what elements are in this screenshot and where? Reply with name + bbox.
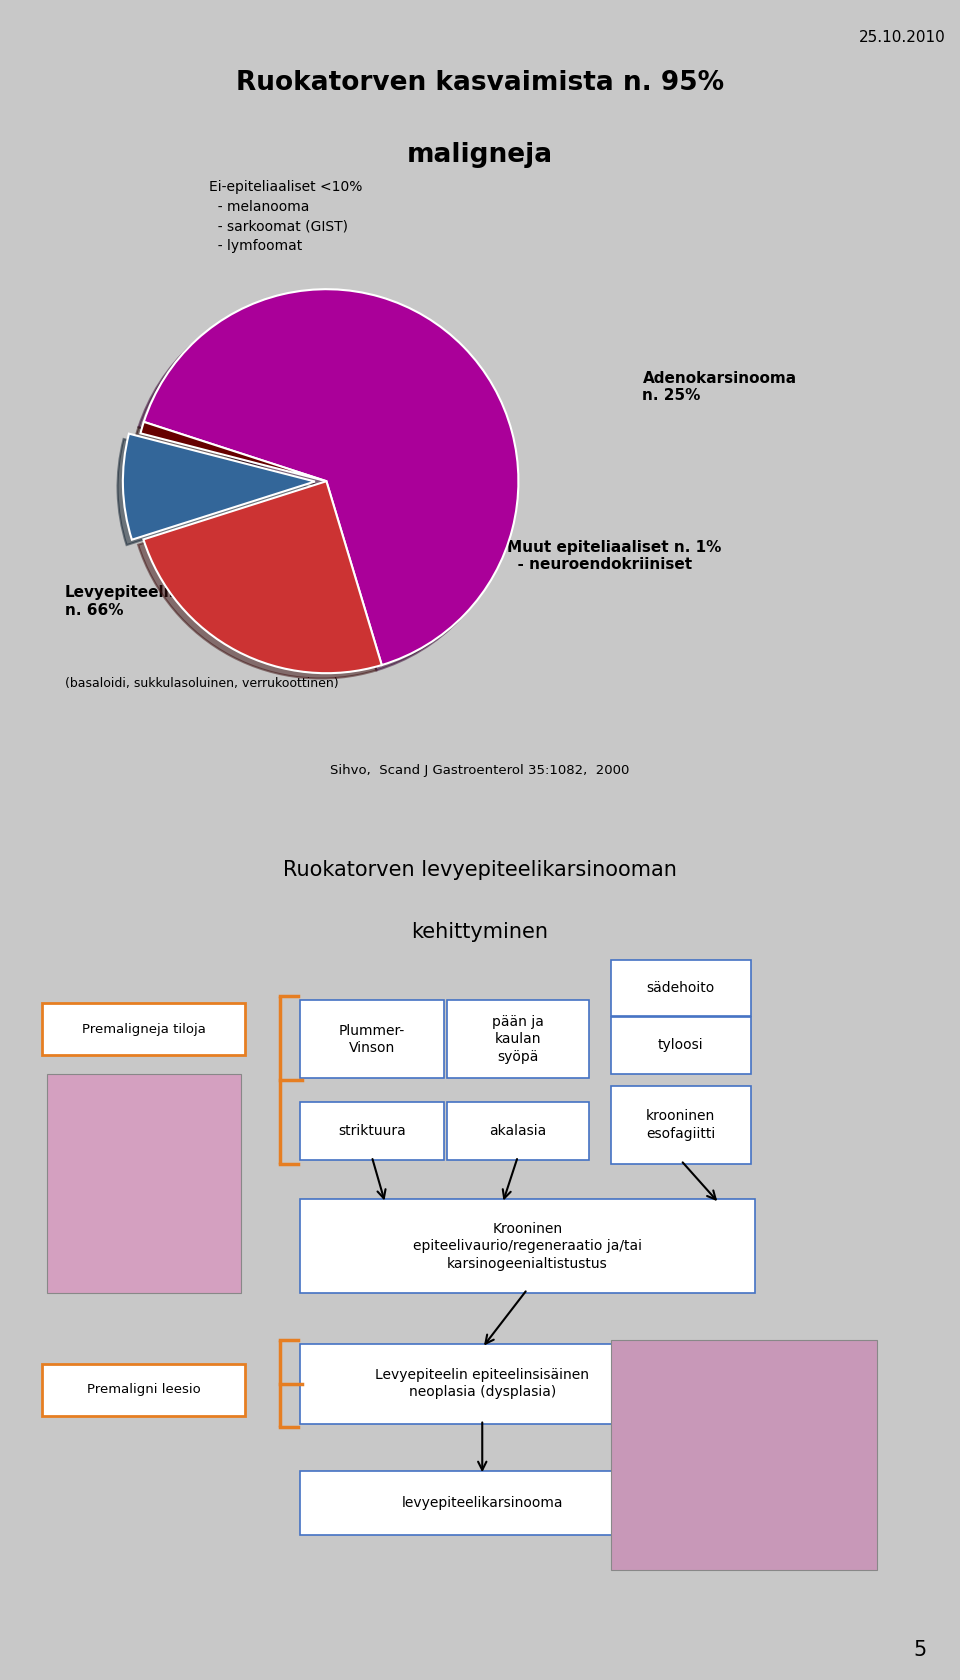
Text: 5: 5: [913, 1640, 926, 1660]
FancyBboxPatch shape: [611, 959, 751, 1016]
FancyBboxPatch shape: [42, 1003, 246, 1055]
Text: Krooninen
epiteelivaurio/regeneraatio ja/tai
karsinogeenialtistustus: Krooninen epiteelivaurio/regeneraatio ja…: [413, 1221, 642, 1270]
FancyBboxPatch shape: [42, 1364, 246, 1416]
Text: sädehoito: sädehoito: [647, 981, 715, 995]
Text: Levyepiteelin epiteelinsisäinen
neoplasia (dysplasia): Levyepiteelin epiteelinsisäinen neoplasi…: [375, 1368, 589, 1399]
Text: Ruokatorven levyepiteelikarsinooman: Ruokatorven levyepiteelikarsinooman: [283, 860, 677, 880]
Text: Sihvo,  Scand J Gastroenterol 35:1082,  2000: Sihvo, Scand J Gastroenterol 35:1082, 20…: [330, 764, 630, 776]
Text: tyloosi: tyloosi: [658, 1038, 704, 1052]
FancyBboxPatch shape: [446, 1102, 589, 1161]
Text: Muut epiteliaaliset n. 1%
  - neuroendokriiniset: Muut epiteliaaliset n. 1% - neuroendokri…: [507, 539, 722, 571]
FancyBboxPatch shape: [300, 1102, 444, 1161]
Text: Adenokarsinooma
n. 25%: Adenokarsinooma n. 25%: [642, 371, 797, 403]
Text: Levyepiteelikarsinooma
n. 66%: Levyepiteelikarsinooma n. 66%: [65, 585, 270, 618]
Text: kehittyminen: kehittyminen: [412, 922, 548, 942]
Text: Premaligni leesio: Premaligni leesio: [87, 1383, 201, 1396]
Text: Premaligneja tiloja: Premaligneja tiloja: [82, 1023, 205, 1035]
Text: pään ja
kaulan
syöpä: pään ja kaulan syöpä: [492, 1015, 543, 1063]
FancyBboxPatch shape: [611, 1085, 751, 1164]
FancyBboxPatch shape: [300, 1344, 665, 1423]
FancyBboxPatch shape: [300, 1200, 756, 1294]
Text: maligneja: maligneja: [407, 143, 553, 168]
Text: akalasia: akalasia: [490, 1124, 546, 1137]
Wedge shape: [123, 433, 315, 539]
FancyBboxPatch shape: [47, 1075, 241, 1294]
FancyBboxPatch shape: [611, 1341, 877, 1571]
Wedge shape: [140, 422, 326, 480]
Text: (basaloidi, sukkulasoluinen, verrukoottinen): (basaloidi, sukkulasoluinen, verrukootti…: [65, 677, 339, 690]
Wedge shape: [143, 480, 382, 674]
Text: levyepiteelikarsinooma: levyepiteelikarsinooma: [401, 1497, 563, 1510]
Text: 25.10.2010: 25.10.2010: [859, 30, 946, 45]
Wedge shape: [144, 289, 518, 665]
Text: striktuura: striktuura: [338, 1124, 405, 1137]
Text: Ruokatorven kasvaimista n. 95%: Ruokatorven kasvaimista n. 95%: [236, 69, 724, 96]
FancyBboxPatch shape: [300, 1000, 444, 1079]
Text: Plummer-
Vinson: Plummer- Vinson: [339, 1023, 405, 1055]
FancyBboxPatch shape: [611, 1018, 751, 1074]
Text: Ei-epiteliaaliset <10%
  - melanooma
  - sarkoomat (GIST)
  - lymfoomat: Ei-epiteliaaliset <10% - melanooma - sar…: [209, 180, 363, 254]
Text: krooninen
esofagiitti: krooninen esofagiitti: [646, 1109, 715, 1141]
FancyBboxPatch shape: [300, 1472, 665, 1536]
FancyBboxPatch shape: [446, 1000, 589, 1079]
